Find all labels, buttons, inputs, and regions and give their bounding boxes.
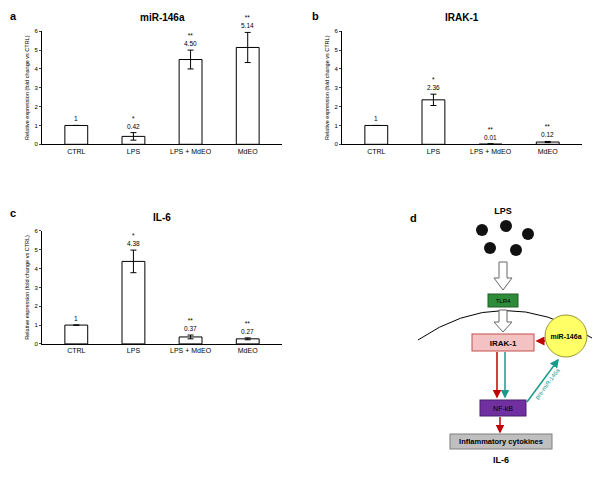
svg-text:TLR4: TLR4 [496, 298, 511, 304]
svg-text:MdEO: MdEO [538, 148, 558, 155]
svg-text:3: 3 [334, 85, 338, 91]
svg-text:a: a [10, 10, 17, 22]
svg-text:LPS + MdEO: LPS + MdEO [470, 148, 512, 155]
svg-text:CTRL: CTRL [67, 148, 85, 155]
svg-text:LPS + MdEO: LPS + MdEO [170, 148, 212, 155]
svg-text:LPS + MdEO: LPS + MdEO [170, 347, 212, 354]
svg-text:*2.36: *2.36 [427, 76, 440, 91]
svg-text:Relative expression (fold chan: Relative expression (fold change vs CTRL… [24, 235, 30, 340]
svg-text:0: 0 [34, 141, 38, 147]
svg-text:5: 5 [34, 247, 38, 253]
svg-text:5: 5 [34, 47, 38, 53]
svg-text:*4.38: *4.38 [127, 232, 140, 247]
svg-text:CTRL: CTRL [367, 148, 385, 155]
svg-text:1: 1 [34, 123, 38, 129]
svg-text:1: 1 [334, 123, 338, 129]
svg-text:LPS: LPS [127, 148, 141, 155]
svg-text:3: 3 [34, 85, 38, 91]
svg-text:**4.50: **4.50 [184, 32, 197, 47]
svg-text:*0.42: *0.42 [127, 115, 140, 130]
svg-text:IL-6: IL-6 [493, 455, 509, 465]
svg-text:miR-146a: miR-146a [140, 12, 185, 23]
svg-text:**5.14: **5.14 [241, 14, 254, 29]
svg-text:MdEO: MdEO [238, 148, 258, 155]
svg-text:3: 3 [34, 285, 38, 291]
svg-text:6: 6 [34, 28, 38, 34]
svg-text:LPS: LPS [494, 206, 512, 216]
svg-text:2: 2 [34, 303, 38, 309]
svg-text:6: 6 [334, 28, 338, 34]
svg-text:**0.37: **0.37 [184, 317, 197, 332]
svg-text:c: c [10, 207, 16, 219]
svg-text:LPS: LPS [127, 347, 141, 354]
svg-text:5: 5 [334, 47, 338, 53]
svg-text:miR-146a: miR-146a [550, 333, 581, 340]
svg-text:1: 1 [34, 322, 38, 328]
svg-text:Relative expression (fold chan: Relative expression (fold change vs CTRL… [24, 35, 30, 140]
svg-text:IL-6: IL-6 [153, 212, 171, 223]
svg-text:LPS: LPS [427, 148, 441, 155]
svg-text:6: 6 [34, 228, 38, 234]
svg-text:Relative expression (fold chan: Relative expression (fold change vs CTRL… [324, 35, 330, 140]
svg-text:0: 0 [34, 341, 38, 347]
svg-text:4: 4 [34, 66, 38, 72]
svg-text:**0.27: **0.27 [241, 320, 254, 335]
svg-text:4: 4 [334, 66, 338, 72]
svg-text:CTRL: CTRL [67, 347, 85, 354]
svg-text:IRAK-1: IRAK-1 [490, 339, 517, 348]
svg-text:1: 1 [74, 115, 78, 122]
svg-text:1: 1 [374, 115, 378, 122]
svg-text:4: 4 [34, 266, 38, 272]
svg-text:2: 2 [334, 104, 338, 110]
svg-text:IRAK-1: IRAK-1 [445, 12, 479, 23]
svg-text:0: 0 [334, 141, 338, 147]
svg-text:**0.01: **0.01 [484, 126, 497, 141]
svg-text:pre-miR-146a: pre-miR-146a [534, 367, 561, 400]
svg-text:NF-kB: NF-kB [493, 405, 513, 412]
svg-text:2: 2 [34, 104, 38, 110]
svg-text:b: b [312, 10, 319, 22]
svg-text:d: d [410, 212, 417, 224]
svg-text:MdEO: MdEO [238, 347, 258, 354]
svg-text:Inflammatory cytokines: Inflammatory cytokines [459, 437, 543, 446]
svg-text:1: 1 [74, 315, 78, 322]
svg-text:**0.12: **0.12 [541, 123, 554, 138]
